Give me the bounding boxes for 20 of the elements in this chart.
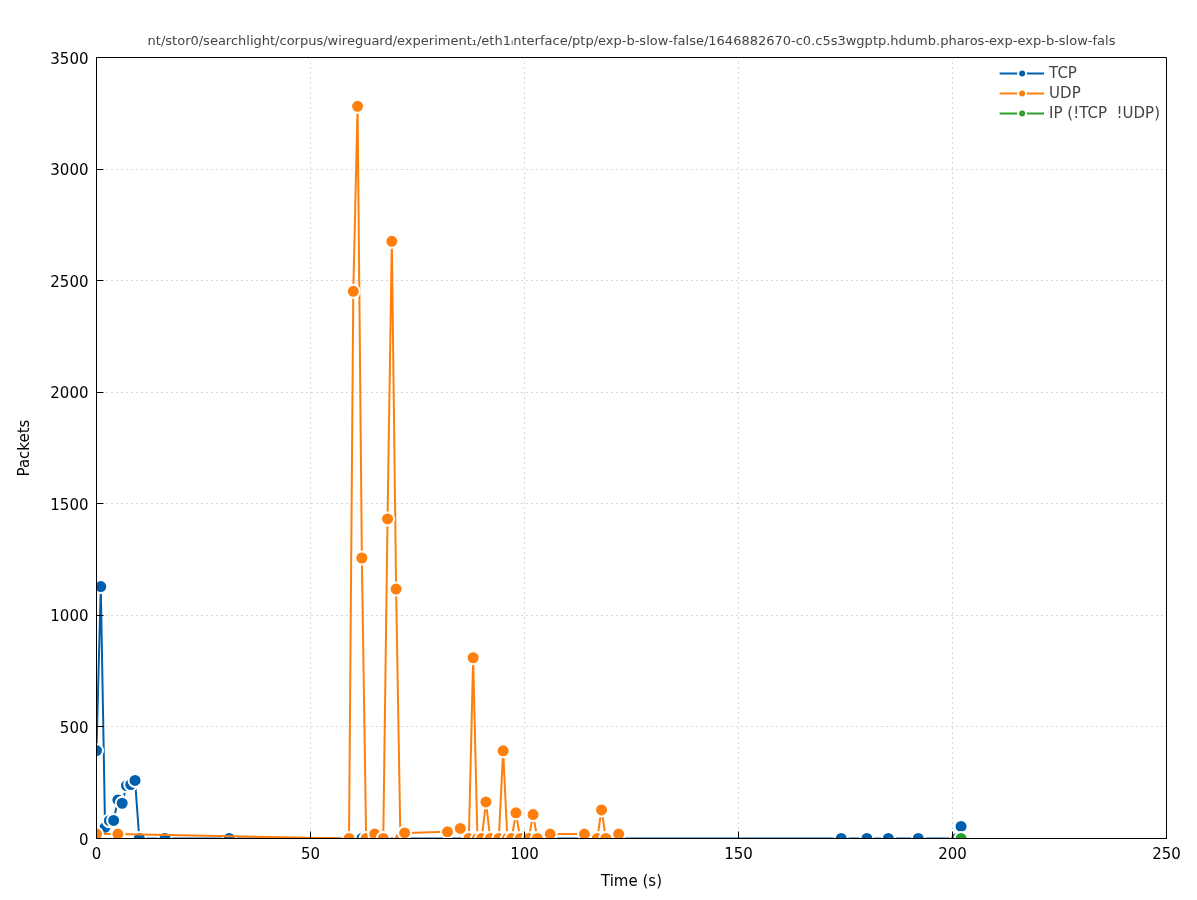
y-axis-title: Packets [15,419,34,477]
chart-title: nt/stor0/searchlight/corpus/wireguard/experiment₁/eth1ᵢnterface/ptp/exp-b-slow-false/1646882670-c0.c5s3wgptp.hdumb.pharos-exp-exp-b-slow-fals [147,32,1116,48]
x-tick-label: 100 [510,844,539,863]
legend-label: TCP [1049,64,1077,82]
x-tick-label: 0 [91,844,102,863]
x-axis-title: Time (s) [600,871,662,890]
x-tick-label: 50 [300,844,321,863]
y-tick-label: 3000 [50,161,89,180]
legend-label: UDP [1049,84,1081,102]
y-tick-label: 2000 [50,384,89,403]
y-tick-label: 2500 [50,272,89,291]
legend-label: IP (!TCP !UDP) [1049,104,1160,122]
y-tick-label: 1000 [50,607,89,626]
y-tick-label: 0 [78,830,89,849]
y-tick-label: 500 [59,718,89,737]
y-tick-label: 3500 [50,49,89,68]
x-tick-label: 200 [938,844,967,863]
x-tick-label: 150 [724,844,753,863]
x-tick-label: 250 [1152,844,1181,863]
y-tick-label: 1500 [50,495,89,514]
